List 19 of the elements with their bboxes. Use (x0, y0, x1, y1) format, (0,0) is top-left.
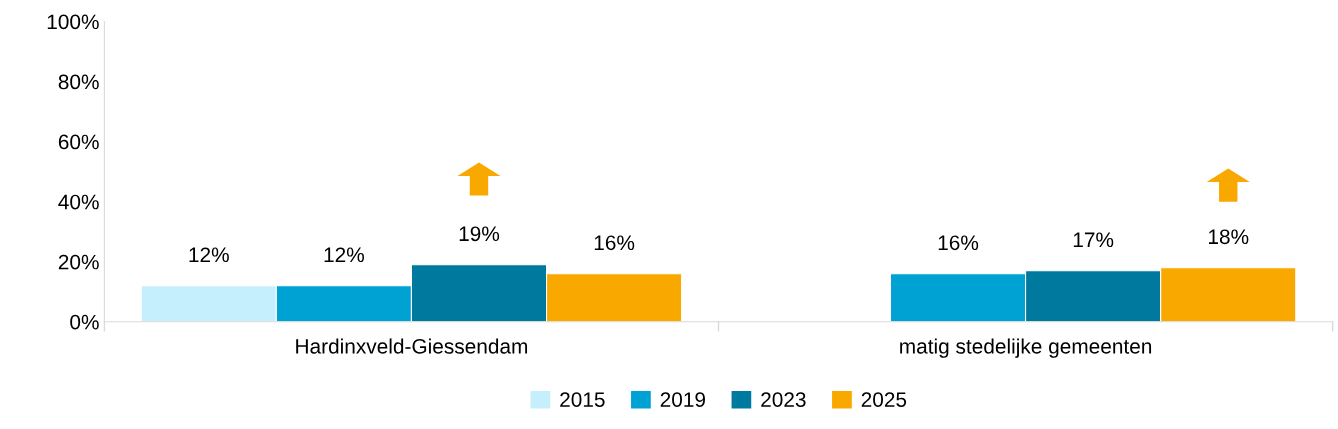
legend-label: 2025 (861, 392, 907, 407)
legend-label: 2015 (560, 392, 605, 407)
data-label: 16% (938, 235, 979, 251)
y-tick-label: 0% (70, 314, 99, 330)
y-tick-label: 40% (58, 194, 99, 210)
x-tick-label: Hardinxveld-Giessendam (296, 338, 528, 354)
x-tick-label: matig stedelijke gemeenten (900, 338, 1152, 358)
data-label: 12% (189, 247, 229, 263)
data-label: 18% (1208, 229, 1249, 245)
data-label: 17% (1073, 232, 1114, 248)
data-label: 16% (594, 235, 635, 251)
data-label: 19% (459, 226, 500, 242)
data-label: 12% (324, 247, 364, 263)
legend-label: 2019 (660, 392, 706, 407)
legend-label: 2023 (761, 392, 806, 407)
y-tick-label: 20% (58, 254, 99, 270)
y-tick-label: 60% (58, 134, 99, 150)
y-tick-label: 80% (58, 74, 99, 90)
y-tick-label: 100% (47, 14, 99, 30)
